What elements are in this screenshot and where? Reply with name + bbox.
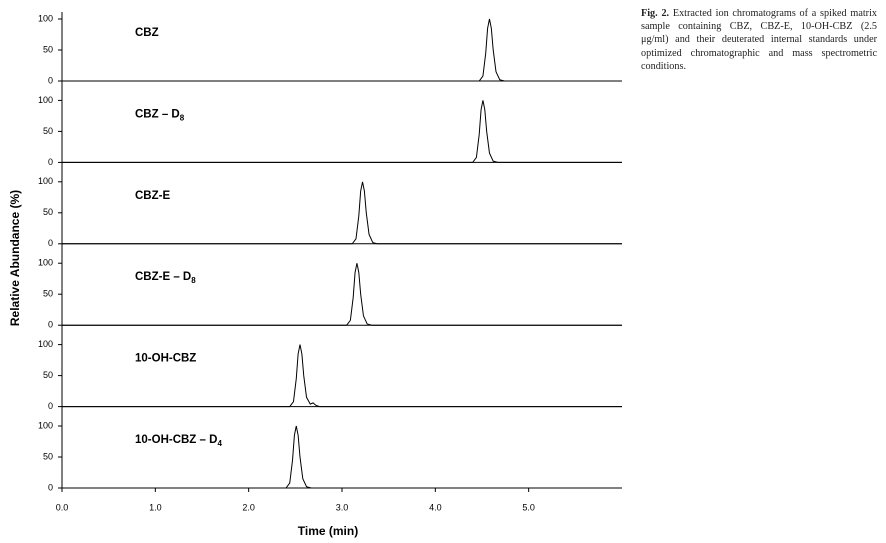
panel-label: 10-OH-CBZ [135,353,196,365]
caption-label: Fig. 2. [641,8,670,19]
chromatogram [62,263,622,326]
y-tick-label: 0 [48,238,53,248]
y-tick-label: 100 [38,258,53,268]
panel-label-subscript: 8 [180,114,185,123]
x-tick-label: 2.0 [242,502,255,512]
y-tick-label: 0 [48,75,53,85]
x-tick-label: 1.0 [149,502,162,512]
panel-label: 10-OH-CBZ – D4 [135,434,222,448]
panel-label: CBZ-E – D8 [135,271,196,285]
y-tick-label: 50 [43,207,53,217]
y-tick-label: 50 [43,370,53,380]
panel-label: CBZ – D8 [135,108,185,122]
x-tick-label: 5.0 [522,502,535,512]
y-tick-label: 100 [38,420,53,430]
panel-label-text: 10-OH-CBZ – D [135,434,217,446]
chromatogram [62,344,622,408]
y-tick-label: 50 [43,451,53,461]
panel-label-subscript: 8 [191,276,196,285]
caption-text: Extracted ion chromatograms of a spiked … [641,8,877,72]
caption: Fig. 2. Extracted ion chromatograms of a… [641,7,877,73]
x-tick-label: 0.0 [56,502,69,512]
chromatogram [62,18,622,82]
panel-label: CBZ-E [135,190,170,202]
x-axis-title: Time (min) [298,524,358,538]
panel-label-text: CBZ [135,27,159,39]
panel-label-subscript: 4 [217,439,222,448]
chromatogram [62,100,622,163]
panel-label: CBZ [135,27,159,39]
y-tick-label: 0 [48,401,53,411]
y-tick-label: 100 [38,339,53,349]
y-tick-label: 0 [48,157,53,167]
panel-label-text: CBZ-E [135,190,170,202]
x-tick-label: 4.0 [429,502,442,512]
y-tick-label: 50 [43,126,53,136]
y-tick-label: 0 [48,482,53,492]
panel-label-text: CBZ – D [135,108,180,120]
y-axis-title: Relative Abundance (%) [8,190,22,326]
y-tick-label: 50 [43,44,53,54]
y-tick-label: 100 [38,95,53,105]
chromatogram [62,425,622,489]
chromatogram [62,181,622,245]
panel-label-text: CBZ-E – D [135,271,191,283]
panel-label-text: 10-OH-CBZ [135,353,196,365]
y-tick-label: 100 [38,176,53,186]
y-tick-label: 50 [43,289,53,299]
y-tick-label: 0 [48,320,53,330]
x-tick-label: 3.0 [336,502,349,512]
y-tick-label: 100 [38,13,53,23]
